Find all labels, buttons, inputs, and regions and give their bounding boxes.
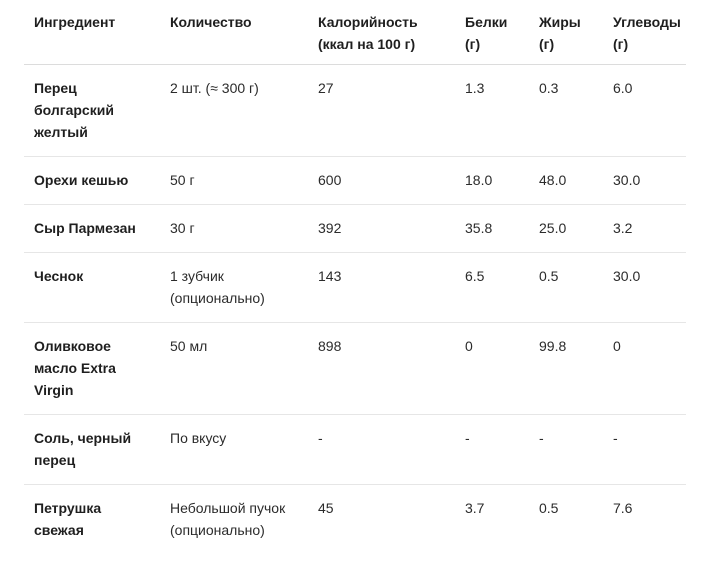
ingredient-cell: Орехи кешью (24, 156, 160, 205)
column-header-fat: Жиры (г) (529, 0, 603, 65)
protein-cell: 3.7 (465, 500, 485, 516)
protein-cell: 0 (455, 322, 529, 415)
quantity-cell: Небольшой пучок (опционально) (170, 500, 286, 538)
quantity-cell: По вкусу (160, 414, 308, 485)
protein-cell: 18.0 (455, 156, 529, 205)
table-row: Сыр Пармезан 30 г 392 35.8 25.0 3.2 (24, 204, 686, 253)
column-header-ingredient: Ингредиент (24, 0, 160, 65)
carbs-cell: 0 (603, 322, 686, 415)
carbs-cell: 7.6 (613, 500, 633, 516)
column-header-carbs: Углеводы (г) (603, 0, 686, 65)
protein-cell: 6.5 (455, 252, 529, 323)
carbs-cell: 6.0 (603, 64, 686, 157)
ingredient-cell: Петрушка свежая (34, 500, 102, 538)
fat-cell: 0.3 (529, 64, 603, 157)
calories-cell: 143 (308, 252, 455, 323)
fat-cell: 48.0 (529, 156, 603, 205)
column-header-calories: Калорийность (ккал на 100 г) (308, 0, 455, 65)
nutrition-table: Ингредиент Количество Калорийность (ккал… (24, 0, 686, 554)
column-header-quantity: Количество (160, 0, 308, 65)
protein-cell: 35.8 (455, 204, 529, 253)
carbs-cell: 3.2 (603, 204, 686, 253)
column-header-protein: Белки (г) (455, 0, 529, 65)
protein-cell: 1.3 (455, 64, 529, 157)
table-row: Орехи кешью 50 г 600 18.0 48.0 30.0 (24, 156, 686, 205)
fat-cell: 0.5 (529, 252, 603, 323)
fat-cell: - (529, 414, 603, 485)
calories-cell: 27 (308, 64, 455, 157)
calories-cell: 45 (318, 500, 334, 516)
ingredient-cell: Соль, черный перец (24, 414, 160, 485)
fat-cell: 25.0 (529, 204, 603, 253)
calories-cell: - (308, 414, 455, 485)
ingredient-cell: Оливковое масло Extra Virgin (24, 322, 160, 415)
calories-cell: 898 (308, 322, 455, 415)
ingredient-cell: Чеснок (24, 252, 160, 323)
quantity-cell: 50 мл (160, 322, 308, 415)
carbs-cell: - (603, 414, 686, 485)
quantity-cell: 50 г (160, 156, 308, 205)
carbs-cell: 30.0 (603, 156, 686, 205)
calories-cell: 392 (308, 204, 455, 253)
carbs-cell: 30.0 (603, 252, 686, 323)
fat-cell: 99.8 (529, 322, 603, 415)
ingredient-cell: Перец болгарский желтый (24, 64, 160, 157)
ingredient-cell: Сыр Пармезан (24, 204, 160, 253)
table-row: Оливковое масло Extra Virgin 50 мл 898 0… (24, 322, 686, 415)
header-row: Ингредиент Количество Калорийность (ккал… (24, 0, 686, 65)
protein-cell: - (455, 414, 529, 485)
table-row: Чеснок 1 зубчик (опционально) 143 6.5 0.… (24, 252, 686, 323)
table-row: Соль, черный перец По вкусу - - - - (24, 414, 686, 485)
quantity-cell: 1 зубчик (опционально) (160, 252, 308, 323)
calories-cell: 600 (308, 156, 455, 205)
table-row: Петрушка свежая Небольшой пучок (опциона… (24, 485, 686, 555)
quantity-cell: 30 г (160, 204, 308, 253)
table-body: Перец болгарский желтый 2 шт. (≈ 300 г) … (24, 64, 686, 555)
table-row: Перец болгарский желтый 2 шт. (≈ 300 г) … (24, 64, 686, 157)
fat-cell: 0.5 (539, 500, 559, 516)
table-header: Ингредиент Количество Калорийность (ккал… (24, 0, 686, 65)
quantity-cell: 2 шт. (≈ 300 г) (160, 64, 308, 157)
